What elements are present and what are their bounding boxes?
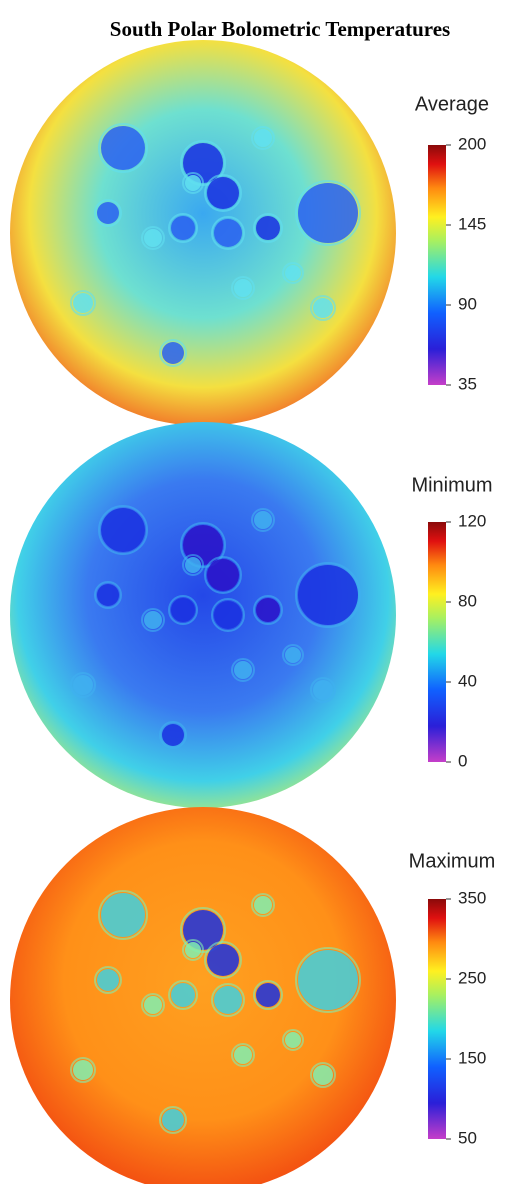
crater [185, 942, 201, 958]
colorbar-tick-label: 200 [458, 134, 486, 153]
figure-title: South Polar Bolometric Temperatures [110, 17, 450, 41]
crater [214, 601, 242, 629]
crater [254, 129, 272, 147]
colorbar-tick-label: 120 [458, 511, 486, 530]
colorbar-tick-label: 350 [458, 888, 486, 907]
crater [97, 584, 119, 606]
crater [285, 265, 301, 281]
crater [144, 611, 162, 629]
crater [254, 511, 272, 529]
crater [313, 1065, 333, 1085]
colorbar-tick-label: 150 [458, 1048, 486, 1067]
crater [144, 996, 162, 1014]
crater [73, 293, 93, 313]
colorbar-tick-label: 145 [458, 214, 486, 233]
crater [207, 177, 239, 209]
crater [162, 342, 184, 364]
crater [214, 219, 242, 247]
crater [171, 983, 195, 1007]
colorbar [428, 899, 446, 1139]
crater [101, 126, 145, 170]
colorbar [428, 145, 446, 385]
crater [256, 216, 280, 240]
crater [101, 508, 145, 552]
crater [254, 896, 272, 914]
crater [298, 950, 358, 1010]
crater [298, 565, 358, 625]
crater [144, 229, 162, 247]
colorbar-tick-label: 0 [458, 751, 467, 770]
colorbar-tick-label: 50 [458, 1128, 477, 1147]
colorbar-label: Maximum [409, 850, 496, 872]
colorbar-tick-label: 250 [458, 968, 486, 987]
crater [185, 175, 201, 191]
crater [285, 647, 301, 663]
crater [97, 202, 119, 224]
crater [214, 986, 242, 1014]
crater [171, 598, 195, 622]
crater [298, 183, 358, 243]
crater [171, 216, 195, 240]
crater [256, 598, 280, 622]
crater [285, 1032, 301, 1048]
colorbar-label: Average [415, 93, 489, 115]
colorbar-tick-label: 40 [458, 671, 477, 690]
colorbar-tick-label: 35 [458, 374, 477, 393]
colorbar-tick-label: 90 [458, 294, 477, 313]
crater [162, 1109, 184, 1131]
crater [313, 680, 333, 700]
crater [73, 1060, 93, 1080]
crater [97, 969, 119, 991]
crater [73, 675, 93, 695]
colorbar-tick-label: 80 [458, 591, 477, 610]
crater [185, 557, 201, 573]
crater [234, 1046, 252, 1064]
crater [101, 893, 145, 937]
crater [162, 724, 184, 746]
colorbar [428, 522, 446, 762]
figure: South Polar Bolometric Temperatures Aver… [0, 0, 521, 1184]
crater [256, 983, 280, 1007]
crater [207, 559, 239, 591]
crater [234, 661, 252, 679]
crater [313, 298, 333, 318]
colorbar-label: Minimum [411, 474, 492, 496]
crater [234, 279, 252, 297]
crater [207, 944, 239, 976]
